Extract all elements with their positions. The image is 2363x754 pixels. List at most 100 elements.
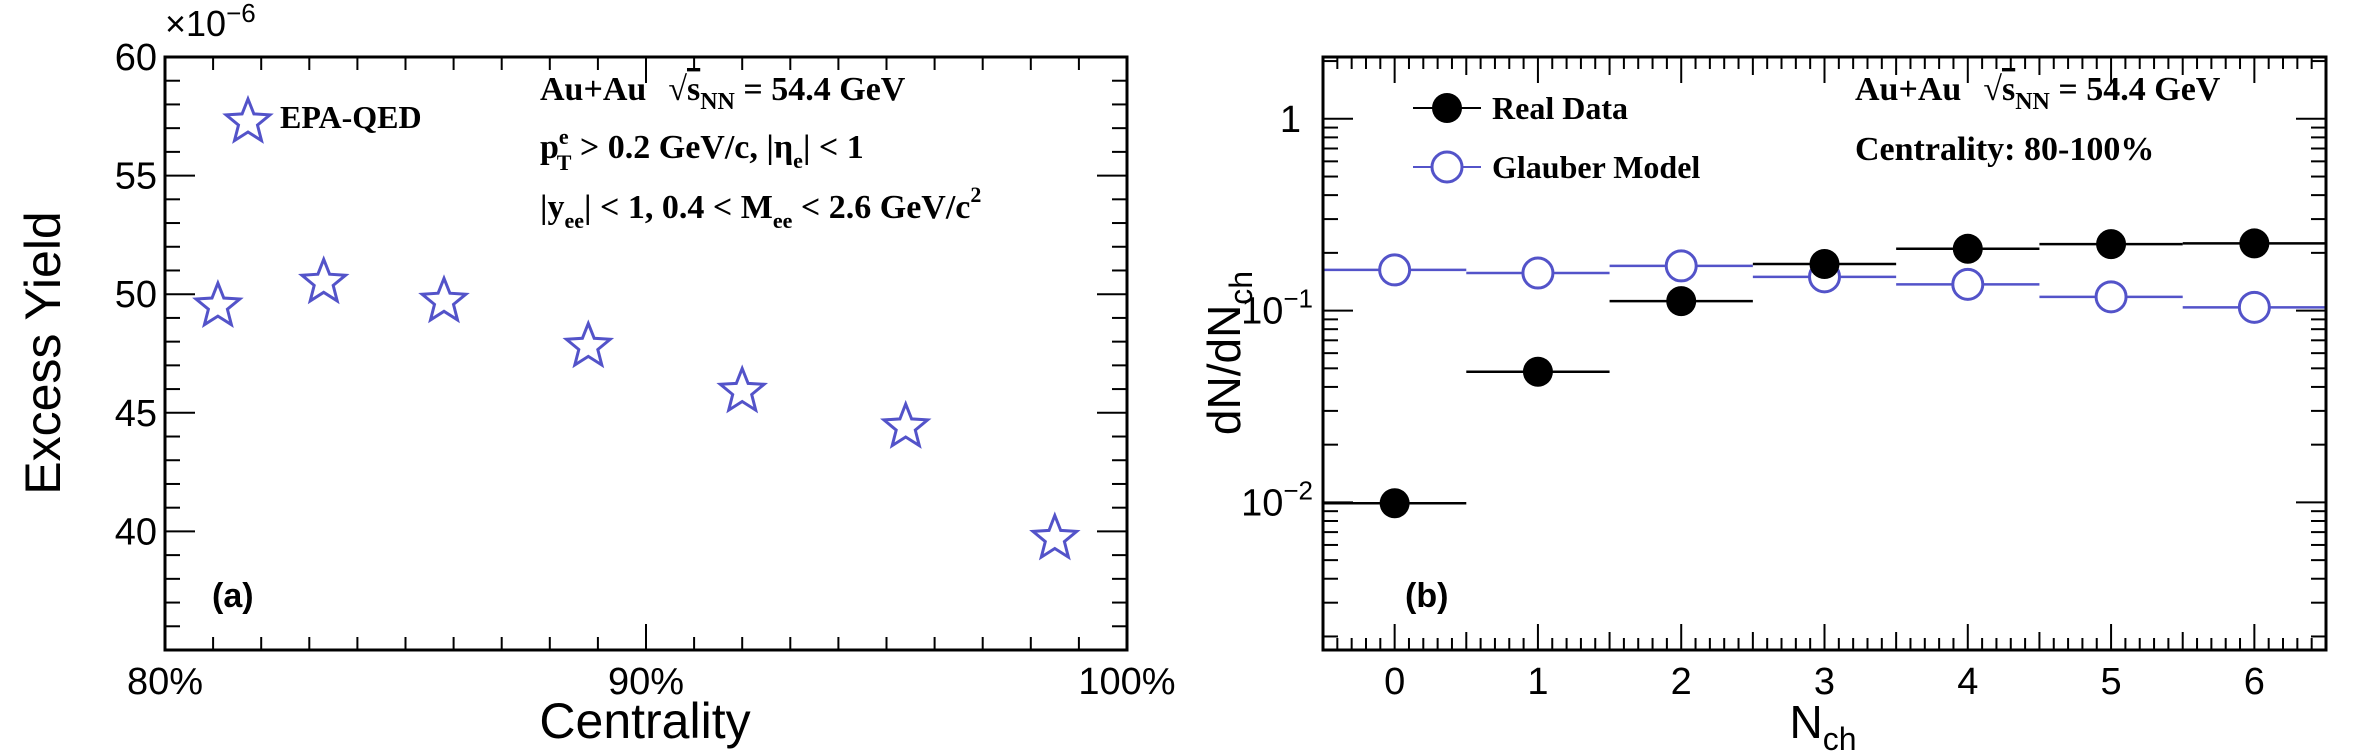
panel-a-annotation-line3-d: ee xyxy=(773,208,793,233)
real-data-point xyxy=(1666,286,1697,317)
panel-a-ticks xyxy=(164,56,1128,651)
panel-a-annotation-line2: pe T > 0.2 GeV/c, |ηe| < 1 xyxy=(540,124,864,175)
panel-b-x-axis-title-sub: ch xyxy=(1823,721,1857,754)
panel-b-legend: Real Data Glauber Model xyxy=(1413,90,1700,185)
legend-star-icon xyxy=(222,94,274,144)
panel-b-annotation-line1-b: s xyxy=(2002,71,2015,108)
panel-a-annotation-line2-b: e xyxy=(559,124,569,149)
panel-a-y-tick-label: 50 xyxy=(115,274,157,316)
panel-b-annotation: Au+Au √sNN = 54.4 GeV Centrality: 80-100% xyxy=(1855,71,2221,168)
real-data-point xyxy=(2096,229,2127,260)
glauber-data-point xyxy=(1521,256,1555,290)
glauber-data-point xyxy=(2094,280,2128,314)
panel-a-annotation-line1-a: Au+Au xyxy=(540,71,646,108)
panel-a-y-multiplier-base: ×10 xyxy=(165,3,226,44)
real-data-point xyxy=(2239,228,2270,259)
star-data-point xyxy=(298,255,350,305)
panel-a-x-tick-label: 80% xyxy=(127,661,203,703)
panel-a-x-tick-label: 90% xyxy=(608,661,684,703)
panel-b-y-tick-label-base: 10 xyxy=(1241,291,1283,333)
panel-b-y-tick-label: 10−1 xyxy=(1241,284,1313,333)
panel-b-x-tick-label: 4 xyxy=(1957,661,1978,703)
panel-b-x-axis-title: Nch xyxy=(1789,696,1856,754)
panel-b-annotation-line1-d: = 54.4 GeV xyxy=(2050,71,2221,108)
panel-a-x-tick-label: 100% xyxy=(1078,661,1175,703)
panel-a-annotation-line3: |yee| < 1, 0.4 < Mee < 2.6 GeV/c2 xyxy=(540,182,981,233)
panel-b-y-tick-label: 10−2 xyxy=(1241,475,1313,524)
real-data-point xyxy=(1379,488,1410,519)
panel-a-x-axis-title: Centrality xyxy=(539,693,750,749)
panel-a-annotation-line1-c: NN xyxy=(700,89,735,115)
panel-b-x-tick-label: 6 xyxy=(2244,661,2265,703)
real-data-point xyxy=(1952,233,1983,264)
glauber-data-point xyxy=(2237,290,2271,324)
panel-b-annotation-line2: Centrality: 80-100% xyxy=(1855,131,2154,168)
panel-a-legend-label: EPA-QED xyxy=(280,99,422,135)
panel-b-y-tick-label-exponent: −1 xyxy=(1283,284,1313,314)
panel-a-annotation-line3-f: 2 xyxy=(970,182,981,207)
panel-b-x-tick-labels: 0 1 2 3 4 5 6 xyxy=(1384,661,2265,703)
star-data-point xyxy=(192,279,244,329)
panel-a-y-tick-label: 40 xyxy=(115,511,157,553)
panel-a-y-tick-labels: 40 45 50 55 60 xyxy=(115,37,157,553)
panel-a-annotation-line3-c: | < 1, 0.4 < M xyxy=(584,189,773,226)
panel-a-annotation-line1-radical: √ xyxy=(668,71,687,108)
panel-b-data xyxy=(1323,228,2326,519)
panel-a-annotation-line2-e: e xyxy=(793,148,803,173)
panel-b-legend-label-real: Real Data xyxy=(1492,90,1628,126)
star-data-point xyxy=(716,364,769,414)
panel-b-x-tick-label: 1 xyxy=(1527,661,1548,703)
panel-a-annotation-line3-a: |y xyxy=(540,189,565,226)
panel-a-annotation-line1: Au+Au √sNN = 54.4 GeV xyxy=(540,71,906,115)
panel-a-annotation-line2-c: T xyxy=(557,150,572,175)
panel-a-y-multiplier-exponent: −6 xyxy=(226,0,256,28)
panel-a-annotation: Au+Au √sNN = 54.4 GeV pe T > 0.2 GeV/c, |η… xyxy=(540,71,981,233)
panel-b-y-tick-label-exponent: −2 xyxy=(1283,475,1313,505)
panel-b-x-tick-label: 5 xyxy=(2101,661,2122,703)
star-data-point xyxy=(418,274,470,324)
panel-a-annotation-line2-d: > 0.2 GeV/c, |η xyxy=(571,129,793,166)
panel-b-x-tick-label: 2 xyxy=(1671,661,1692,703)
panel-a-annotation-line2-a: p xyxy=(540,129,559,166)
star-data-point xyxy=(562,319,615,369)
panel-a-annotation-line3-e: < 2.6 GeV/c xyxy=(792,189,970,226)
panel-a-y-multiplier: ×10−6 xyxy=(165,0,256,44)
panel-b-y-tick-label: 1 xyxy=(1280,99,1301,141)
panel-a-annotation-line1-b: s xyxy=(687,71,700,108)
panel-a-data-points xyxy=(192,255,1081,561)
glauber-data-point xyxy=(1951,267,1985,301)
panel-a: 40 45 50 55 60 80% 90% 100% ×10−6 Excess Yield… xyxy=(15,0,1176,749)
panel-a-y-axis-title: Excess Yield xyxy=(15,211,71,494)
panel-a-y-tick-label: 45 xyxy=(115,393,157,435)
glauber-data-point xyxy=(1378,253,1412,287)
panel-b-x-tick-label: 0 xyxy=(1384,661,1405,703)
panel-a-label: (a) xyxy=(212,577,254,615)
panel-b-ticks xyxy=(1322,57,2327,650)
panel-b-annotation-line1-c: NN xyxy=(2015,89,2050,115)
panel-b-annotation-line1-radical: √ xyxy=(1983,71,2002,108)
star-data-point xyxy=(1029,511,1081,561)
glauber-data-point xyxy=(1664,249,1698,283)
panel-b-legend-label-glauber: Glauber Model xyxy=(1492,149,1700,185)
panel-b-y-axis-title: dN/dNch xyxy=(1198,271,1259,435)
panel-b-x-tick-label: 3 xyxy=(1814,661,1835,703)
panel-b-y-axis-title-main: dN/dN xyxy=(1198,305,1250,435)
panel-b-y-tick-label-base: 10 xyxy=(1241,482,1283,524)
panel-a-annotation-line1-d: = 54.4 GeV xyxy=(735,71,906,108)
panel-b-annotation-line1: Au+Au √sNN = 54.4 GeV xyxy=(1855,71,2221,115)
legend-real-data-icon xyxy=(1432,93,1462,123)
panel-b-y-axis-title-sub: ch xyxy=(1223,271,1259,305)
panel-a-x-tick-labels: 80% 90% 100% xyxy=(127,661,1176,703)
star-data-point xyxy=(880,399,932,449)
legend-glauber-icon xyxy=(1430,150,1464,184)
panel-b-label: (b) xyxy=(1405,577,1448,615)
panel-b-annotation-line1-a: Au+Au xyxy=(1855,71,1961,108)
panel-a-legend: EPA-QED xyxy=(222,94,422,144)
real-data-point xyxy=(1809,248,1840,279)
panel-a-y-tick-label: 55 xyxy=(115,156,157,198)
panel-a-annotation-line2-f: | < 1 xyxy=(803,129,864,166)
real-data-point xyxy=(1522,356,1553,387)
